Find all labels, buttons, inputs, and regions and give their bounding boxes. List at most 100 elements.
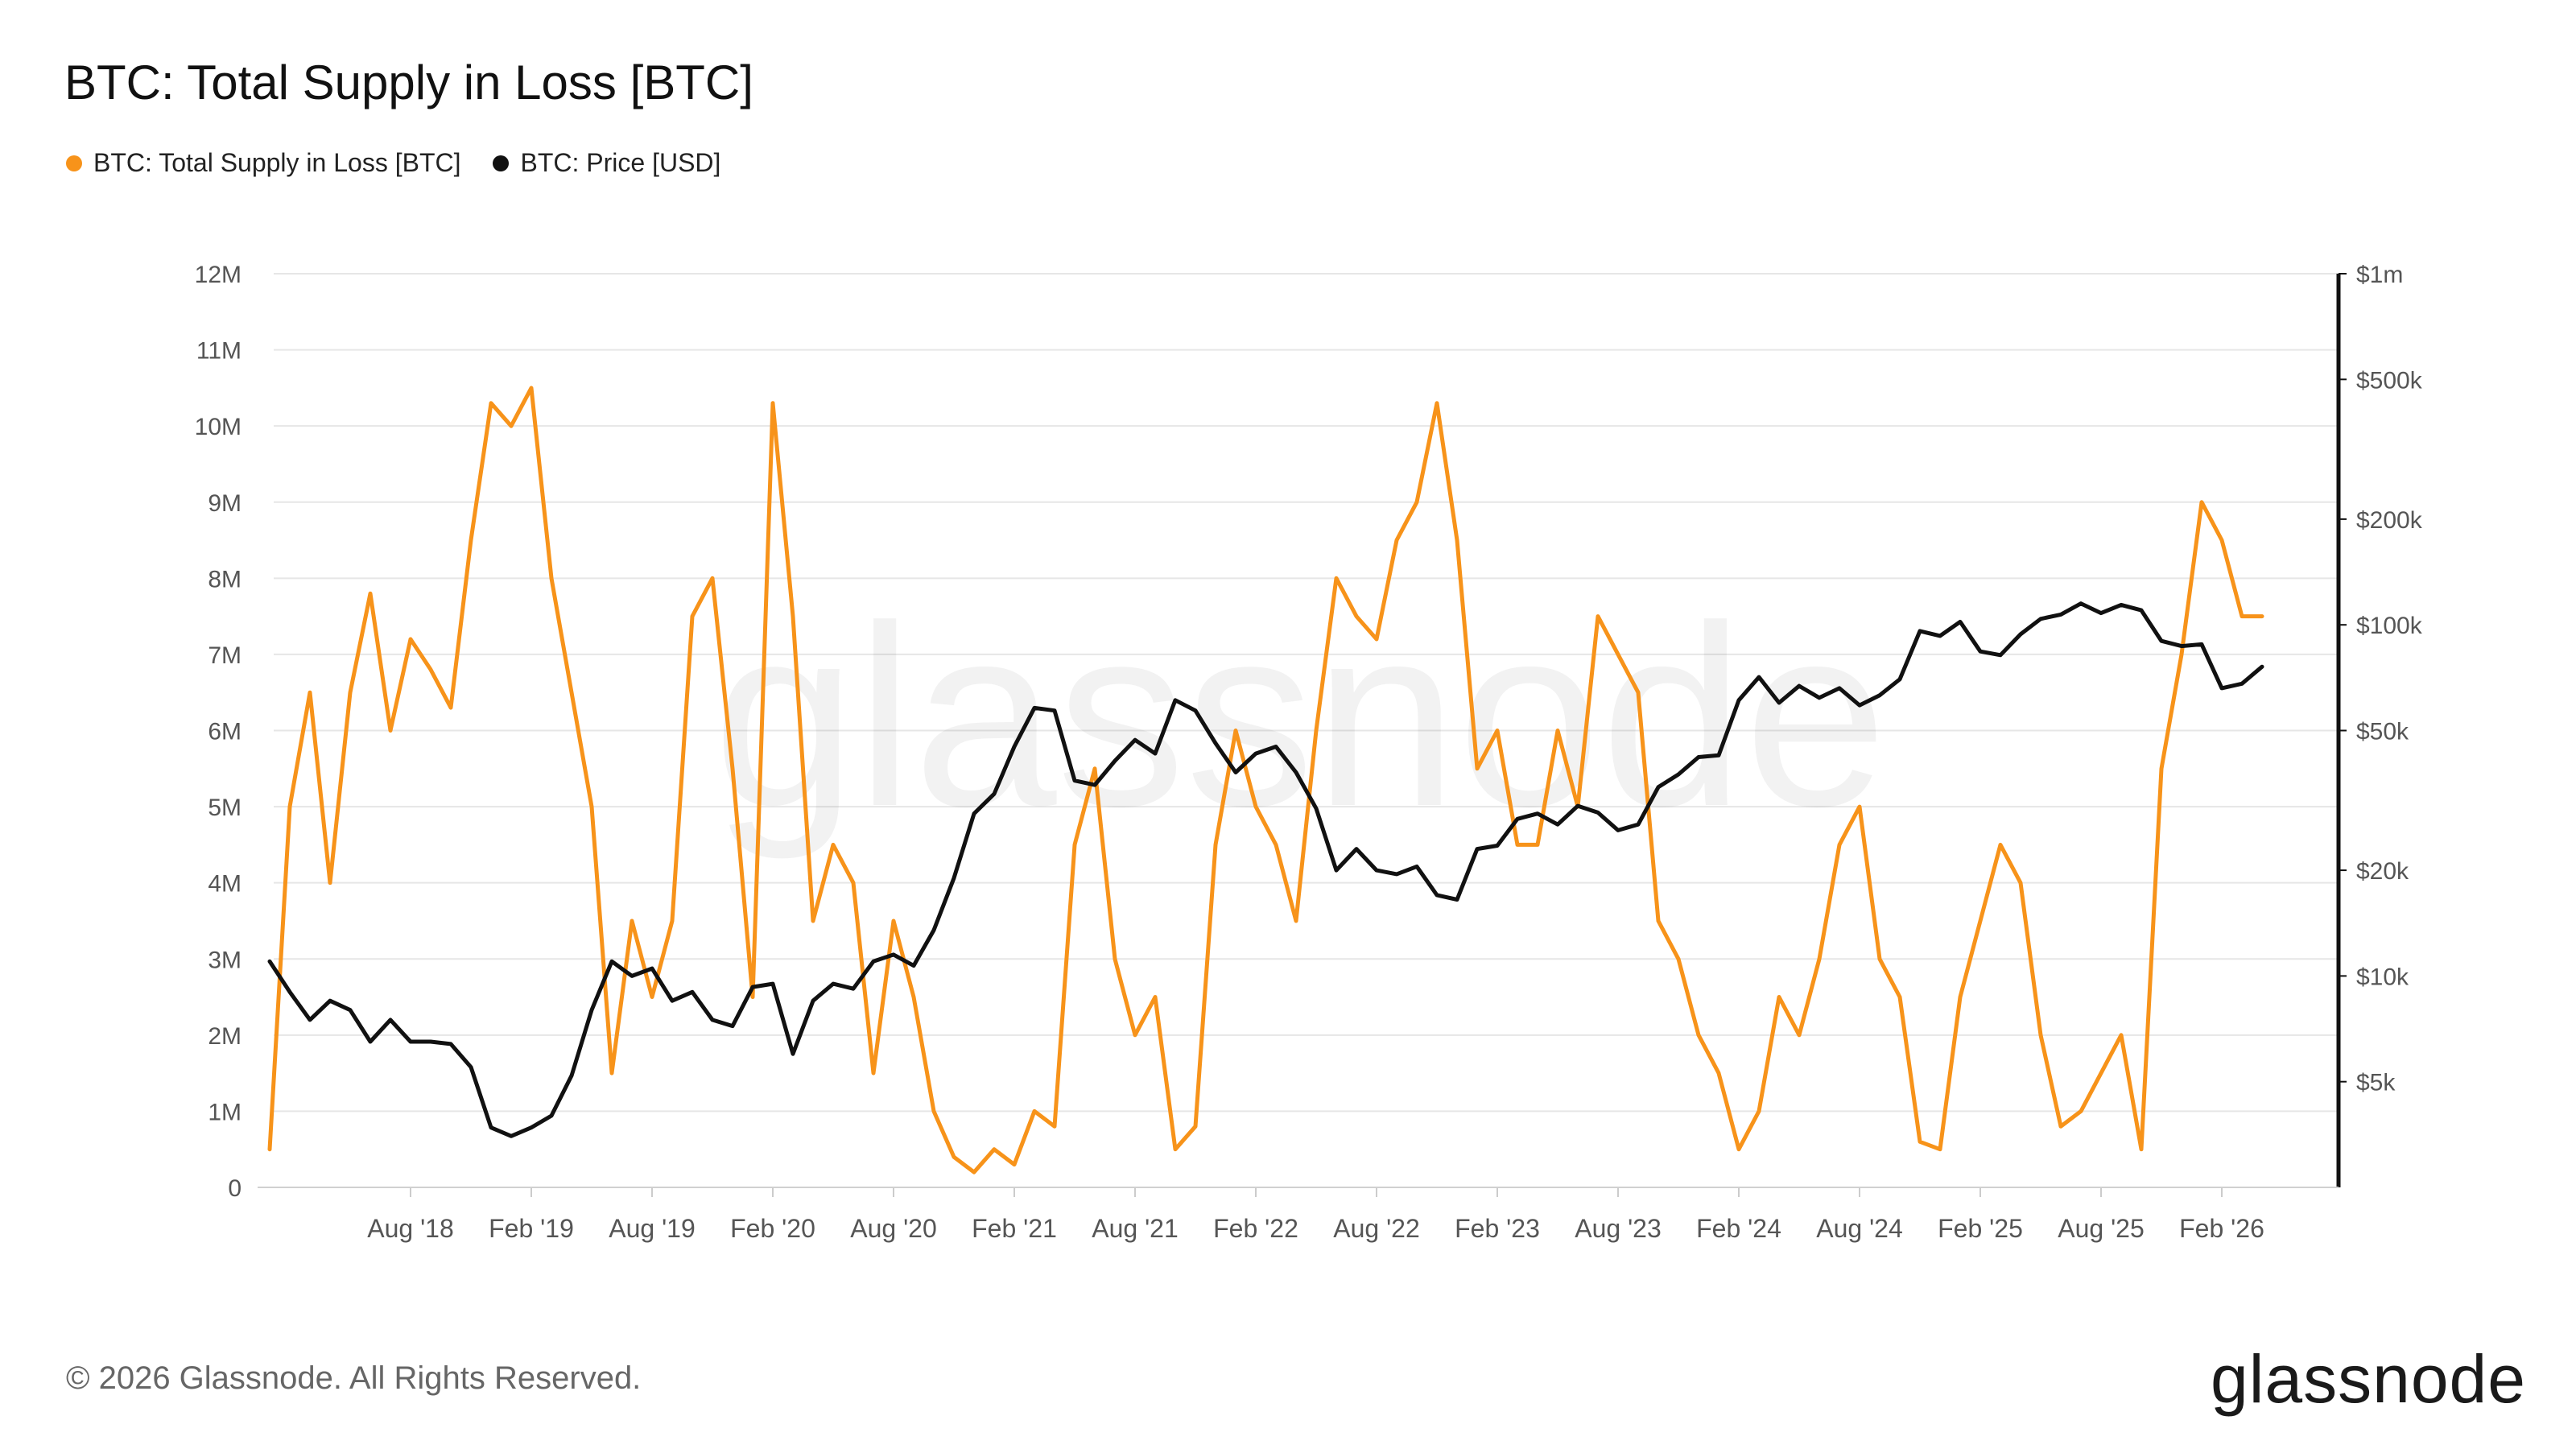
data-point-price	[1033, 706, 1036, 709]
y-left-tick-label: 1M	[208, 1099, 242, 1125]
data-point-price	[1596, 811, 1600, 814]
data-point-supply-in-loss	[1053, 1125, 1056, 1128]
x-tick-label: Aug '18	[367, 1214, 454, 1243]
data-point-supply-in-loss	[2059, 1125, 2062, 1128]
left-axis: 0 1M 2M 3M 4M 5M 6M 7M 8M 9M 10M 11M 12M	[195, 262, 242, 1202]
data-point-price	[610, 960, 613, 963]
data-point-supply-in-loss	[1556, 729, 1559, 732]
data-point-supply-in-loss	[691, 615, 694, 618]
data-point-price	[2220, 687, 2223, 690]
data-point-price	[2140, 609, 2143, 612]
data-point-supply-in-loss	[1838, 843, 1841, 846]
data-point-price	[550, 1114, 553, 1117]
x-tick-label: Feb '26	[2179, 1214, 2264, 1243]
data-point-price	[872, 960, 875, 963]
y-right-tick-label: $20k	[2356, 858, 2409, 885]
legend: BTC: Total Supply in Loss [BTC] BTC: Pri…	[66, 148, 720, 178]
y-left-tick-label: 0	[228, 1175, 242, 1202]
data-point-supply-in-loss	[389, 729, 392, 732]
data-point-price	[1496, 844, 1499, 847]
data-point-supply-in-loss	[1455, 539, 1459, 542]
data-point-price	[1818, 696, 1821, 700]
data-point-supply-in-loss	[912, 996, 915, 998]
data-point-supply-in-loss	[993, 1148, 996, 1151]
data-point-supply-in-loss	[2240, 615, 2244, 618]
data-point-supply-in-loss	[288, 805, 291, 808]
y-left-tick-label: 7M	[208, 642, 242, 669]
data-point-price	[892, 953, 895, 956]
legend-item-price[interactable]: BTC: Price [USD]	[493, 148, 720, 178]
glassnode-logo[interactable]: glassnode	[2211, 1341, 2526, 1417]
data-point-supply-in-loss	[630, 919, 634, 923]
legend-item-supply-in-loss[interactable]: BTC: Total Supply in Loss [BTC]	[66, 148, 460, 178]
data-point-price	[993, 792, 996, 795]
data-point-supply-in-loss	[268, 1148, 271, 1151]
data-point-price	[791, 1052, 795, 1055]
data-point-price	[2079, 602, 2083, 605]
data-point-supply-in-loss	[1596, 615, 1600, 618]
data-point-price	[1294, 771, 1298, 774]
y-left-tick-label: 10M	[195, 414, 242, 440]
data-point-price	[1918, 630, 1922, 633]
data-point-price	[570, 1074, 573, 1077]
data-point-supply-in-loss	[650, 996, 654, 998]
data-point-supply-in-loss	[1194, 1125, 1197, 1128]
data-point-price	[2180, 645, 2183, 648]
data-point-price	[2059, 613, 2062, 616]
data-point-price	[268, 960, 271, 963]
data-point-supply-in-loss	[811, 919, 815, 923]
data-point-price	[328, 999, 332, 1002]
data-point-price	[1375, 869, 1378, 872]
y-left-tick-label: 4M	[208, 871, 242, 898]
data-point-supply-in-loss	[2200, 501, 2203, 504]
data-point-price	[1254, 752, 1257, 755]
data-point-price	[731, 1025, 734, 1028]
data-point-price	[288, 990, 291, 993]
data-point-supply-in-loss	[1375, 638, 1378, 641]
x-tick-label: Feb '24	[1696, 1214, 1781, 1243]
data-point-supply-in-loss	[711, 576, 714, 580]
y-left-tick-label: 6M	[208, 719, 242, 745]
data-point-supply-in-loss	[1637, 691, 1640, 694]
data-point-supply-in-loss	[771, 402, 774, 405]
data-point-supply-in-loss	[1616, 653, 1620, 656]
data-point-price	[1999, 654, 2002, 657]
data-point-supply-in-loss	[2079, 1109, 2083, 1113]
data-point-price	[1073, 779, 1076, 782]
data-point-supply-in-loss	[2160, 767, 2163, 770]
data-point-supply-in-loss	[1777, 996, 1781, 998]
data-point-supply-in-loss	[671, 919, 674, 923]
series-layer	[267, 386, 2264, 1174]
copyright-text: © 2026 Glassnode. All Rights Reserved.	[66, 1360, 642, 1396]
data-point-supply-in-loss	[1174, 1148, 1177, 1151]
x-tick-label: Aug '20	[850, 1214, 937, 1243]
data-point-supply-in-loss	[1536, 843, 1539, 846]
data-point-price	[1798, 684, 1801, 687]
data-point-supply-in-loss	[852, 881, 855, 885]
legend-dot-orange-icon	[66, 155, 82, 171]
data-point-price	[811, 999, 815, 1002]
data-point-price	[650, 967, 654, 970]
data-point-price	[2039, 617, 2042, 621]
data-point-price	[308, 1018, 312, 1022]
data-point-supply-in-loss	[1415, 501, 1418, 504]
data-point-price	[349, 1009, 352, 1012]
y-left-tick-label: 8M	[208, 566, 242, 592]
data-point-supply-in-loss	[1355, 615, 1358, 618]
data-point-supply-in-loss	[2099, 1071, 2103, 1075]
data-point-price	[852, 987, 855, 990]
data-point-price	[530, 1126, 533, 1129]
data-point-supply-in-loss	[1697, 1034, 1700, 1037]
data-point-price	[2260, 665, 2264, 668]
data-point-supply-in-loss	[1234, 729, 1237, 732]
y-left-tick-label: 9M	[208, 490, 242, 517]
x-tick-label: Aug '22	[1333, 1214, 1420, 1243]
data-point-supply-in-loss	[1959, 996, 1962, 998]
legend-label-price: BTC: Price [USD]	[520, 148, 721, 177]
data-point-price	[1415, 865, 1418, 868]
data-point-price	[1194, 709, 1197, 712]
y-right-tick-label: $200k	[2356, 507, 2423, 534]
data-point-supply-in-loss	[1033, 1109, 1036, 1113]
data-point-supply-in-loss	[972, 1170, 976, 1174]
